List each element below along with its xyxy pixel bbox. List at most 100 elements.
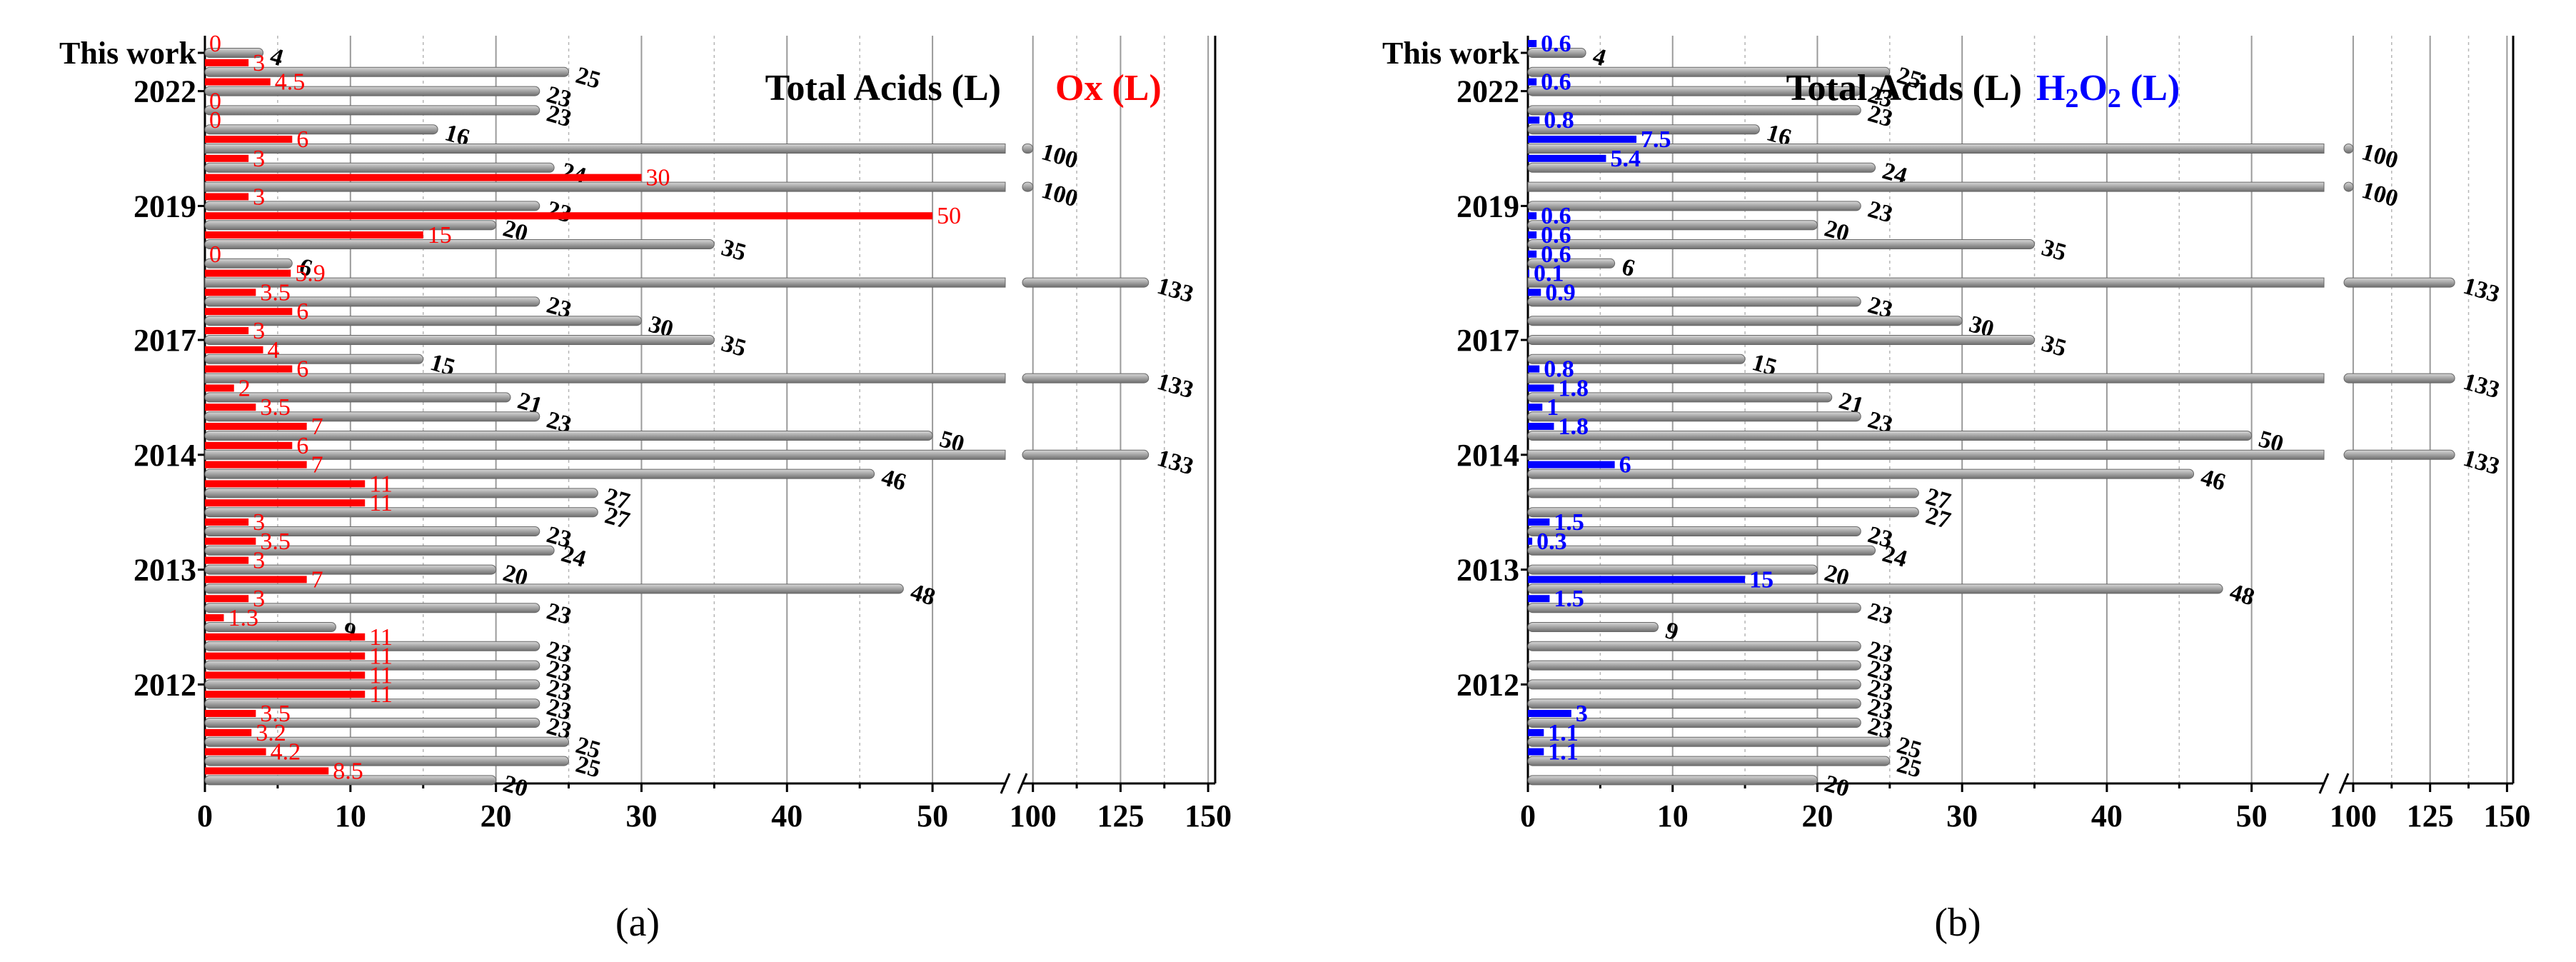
component-value-label: 6: [1619, 452, 1631, 479]
component-value-label: 4: [268, 337, 280, 364]
component-value-label: 1.8: [1558, 414, 1589, 440]
total-acid-bar: [204, 583, 904, 594]
total-acid-value-label: 133: [2460, 273, 2502, 309]
total-acid-bar: [204, 316, 642, 326]
component-bar: [1528, 40, 1537, 47]
x-tick-label: 20: [481, 798, 512, 833]
component-value-label: 3: [1576, 701, 1588, 727]
component-value-label: 3.5: [260, 528, 291, 555]
y-tick-label: 2019: [134, 189, 196, 224]
component-bar: [205, 346, 263, 354]
total-acid-bar: [1527, 583, 2223, 594]
total-acid-value-label: 23: [544, 196, 575, 229]
total-acid-bar: [204, 660, 540, 671]
component-bar: [205, 633, 366, 641]
x-tick-label: 150: [2483, 798, 2530, 833]
total-acid-bar-extension: [1022, 373, 1149, 384]
y-tick-label: 2013: [1456, 553, 1519, 588]
total-acid-bar: [1527, 449, 2325, 460]
component-value-label: 11: [369, 643, 393, 670]
legend-component: Ox (L): [1055, 68, 1162, 109]
total-acid-bar: [204, 296, 540, 307]
component-bar: [205, 748, 266, 756]
total-acid-value-label: 35: [2038, 234, 2069, 266]
component-value-label: 15: [428, 222, 452, 249]
component-bar: [205, 441, 293, 449]
total-acid-value-label: 133: [2460, 445, 2502, 481]
component-value-label: 7: [311, 414, 323, 440]
total-acid-bar-extension: [2343, 144, 2354, 154]
total-acid-bar: [1527, 756, 1891, 766]
component-value-label: 0: [209, 31, 221, 57]
total-acid-bar: [1527, 277, 2325, 288]
component-bar: [205, 461, 307, 469]
component-value-label: 3.5: [260, 701, 291, 727]
total-acid-bar: [204, 775, 497, 786]
total-acid-bar: [204, 718, 540, 728]
x-tick-label: 100: [1010, 798, 1057, 833]
component-value-label: 11: [369, 624, 393, 651]
component-bar: [205, 231, 423, 239]
component-value-label: 0.1: [1534, 261, 1564, 287]
total-acid-bar: [204, 679, 540, 690]
component-value-label: 0: [209, 107, 221, 134]
x-tick-label: 0: [1520, 798, 1536, 833]
component-value-label: 50: [937, 203, 961, 229]
component-bar: [205, 480, 366, 488]
component-bar: [205, 691, 366, 698]
total-acid-bar: [1527, 641, 1861, 651]
legend-component-part: O: [2078, 68, 2107, 109]
total-acid-value-label: 48: [2227, 579, 2258, 611]
component-bar: [1528, 710, 1571, 717]
component-bar: [1528, 269, 1530, 277]
component-bar: [205, 518, 249, 526]
total-acid-bar-extension: [2343, 449, 2455, 460]
legend-component: H2O2 (L): [2036, 68, 2180, 114]
component-value-label: 0.9: [1545, 279, 1576, 306]
component-value-label: 3: [253, 318, 265, 344]
component-bar: [1528, 461, 1615, 469]
y-tick-label: 2014: [134, 438, 196, 473]
component-bar: [205, 365, 293, 373]
component-value-label: 3.5: [260, 279, 291, 306]
component-value-label: 11: [369, 471, 393, 497]
x-tick-label: 30: [625, 798, 657, 833]
component-value-label: 0.6: [1541, 241, 1571, 268]
component-value-label: 1.5: [1554, 586, 1584, 612]
total-acid-bar: [204, 162, 555, 173]
component-bar: [205, 728, 252, 736]
total-acid-bar: [1527, 392, 1833, 403]
total-acid-bar: [204, 698, 540, 709]
total-acid-bar: [204, 411, 540, 422]
panel-label-a: (a): [615, 901, 660, 945]
total-acid-value-label: 133: [1154, 369, 1197, 404]
total-acid-bar: [204, 736, 570, 747]
total-acid-bar-extension: [1022, 144, 1034, 154]
component-bar: [205, 652, 366, 660]
component-bar: [1528, 748, 1544, 756]
component-value-label: 7.5: [1641, 126, 1671, 153]
component-value-label: 0: [209, 241, 221, 268]
total-acid-bar: [1527, 373, 2325, 384]
component-value-label: 2: [238, 375, 251, 401]
y-tick-label: 2012: [134, 667, 196, 702]
total-acid-bar: [204, 66, 570, 77]
component-bar: [205, 537, 256, 545]
total-acid-value-label: 100: [2359, 177, 2401, 213]
component-bar: [1528, 384, 1554, 392]
x-tick-label: 125: [1097, 798, 1144, 833]
total-acid-value-label: 35: [718, 330, 749, 362]
component-value-label: 1.1: [1548, 720, 1579, 746]
legend-total-acids: Total Acids (L): [765, 68, 1001, 109]
total-acid-bar: [1527, 335, 2036, 345]
axis-break-gap: [2325, 36, 2343, 785]
component-bar: [1528, 518, 1550, 526]
total-acid-value-label: 20: [500, 771, 530, 803]
component-value-label: 6: [296, 299, 308, 325]
x-tick-label: 40: [771, 798, 803, 833]
total-acid-bar: [1527, 162, 1876, 173]
total-acid-bar: [204, 564, 497, 575]
component-bar: [205, 576, 307, 583]
total-acid-bar: [1527, 124, 1760, 135]
